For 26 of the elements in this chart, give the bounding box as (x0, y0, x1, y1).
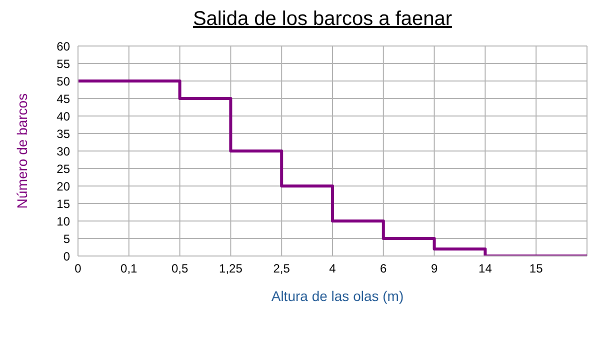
x-tick-label: 9 (430, 262, 438, 276)
chart-title: Salida de los barcos a faenar (192, 8, 454, 32)
x-tick-label: 0,5 (171, 262, 188, 276)
y-tick-label: 25 (56, 162, 70, 176)
x-tick-label: 0,1 (120, 262, 138, 276)
x-tick-label: 15 (529, 262, 544, 276)
x-tick-label: 4 (329, 262, 336, 276)
y-tick-label: 35 (56, 126, 70, 141)
x-tick-label: 14 (478, 262, 492, 276)
x-tick-label: 6 (380, 262, 388, 276)
y-axis-title: Número de barcos (14, 93, 30, 209)
y-tick-label: 10 (56, 214, 70, 228)
y-tick-label: 0 (63, 249, 70, 264)
y-tick-label: 40 (56, 109, 70, 124)
y-tick-label: 45 (56, 92, 70, 106)
y-tick-label: 50 (56, 74, 70, 88)
x-axis-title: Altura de las olas (m) (270, 288, 405, 304)
y-tick-label: 30 (56, 144, 70, 158)
y-tick-label: 55 (56, 56, 70, 71)
x-tick-label: 2,5 (273, 262, 290, 276)
y-tick-label: 20 (56, 179, 70, 194)
x-tick-label: 1,25 (219, 262, 243, 276)
y-tick-label: 15 (56, 196, 70, 211)
y-tick-label: 5 (63, 232, 70, 246)
x-tick-label: 0 (74, 262, 82, 276)
y-tick-label: 60 (56, 39, 70, 54)
